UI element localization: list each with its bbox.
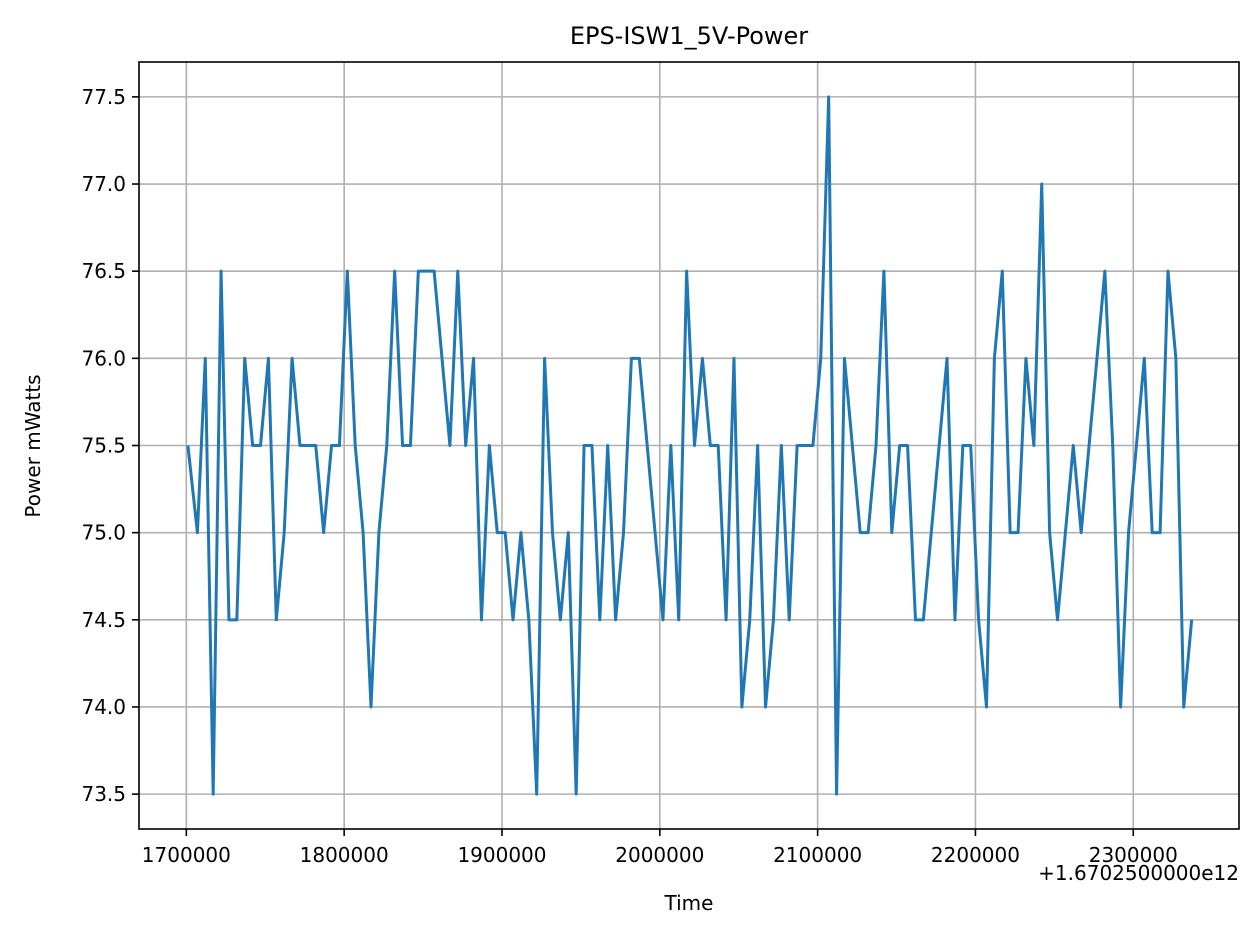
y-tick-label: 74.0 [81, 695, 126, 719]
series-line [186, 95, 1194, 796]
chart-title: EPS-ISW1_5V-Power [570, 22, 808, 50]
y-axis-label: Power mWatts [21, 374, 45, 517]
y-axis: 73.5 74.0 74.5 75.0 75.5 76.0 76.5 77.0 77.5 [81, 85, 139, 806]
y-tick-label: 76.5 [81, 259, 126, 283]
y-tick-label: 76.0 [81, 346, 126, 370]
x-tick-label: 2300000 [1089, 843, 1178, 867]
y-tick-label: 75.5 [81, 434, 126, 458]
x-axis-label: Time [664, 891, 714, 915]
y-tick-label: 74.5 [81, 608, 126, 632]
x-tick-label: 2200000 [931, 843, 1020, 867]
x-tick-label: 1700000 [142, 843, 231, 867]
x-tick-label: 2000000 [615, 843, 704, 867]
grid [139, 62, 1239, 829]
x-tick-label: 2100000 [773, 843, 862, 867]
x-axis-offset-label: +1.6702500000e12 [1038, 861, 1239, 885]
y-tick-label: 73.5 [81, 782, 126, 806]
y-tick-label: 75.0 [81, 521, 126, 545]
y-tick-label: 77.0 [81, 172, 126, 196]
y-tick-label: 77.5 [81, 85, 126, 109]
x-tick-label: 1900000 [457, 843, 546, 867]
x-tick-label: 1800000 [300, 843, 389, 867]
x-axis: 1700000 1800000 1900000 2000000 2100000 22000… [142, 829, 1178, 867]
series-group [186, 95, 1194, 796]
